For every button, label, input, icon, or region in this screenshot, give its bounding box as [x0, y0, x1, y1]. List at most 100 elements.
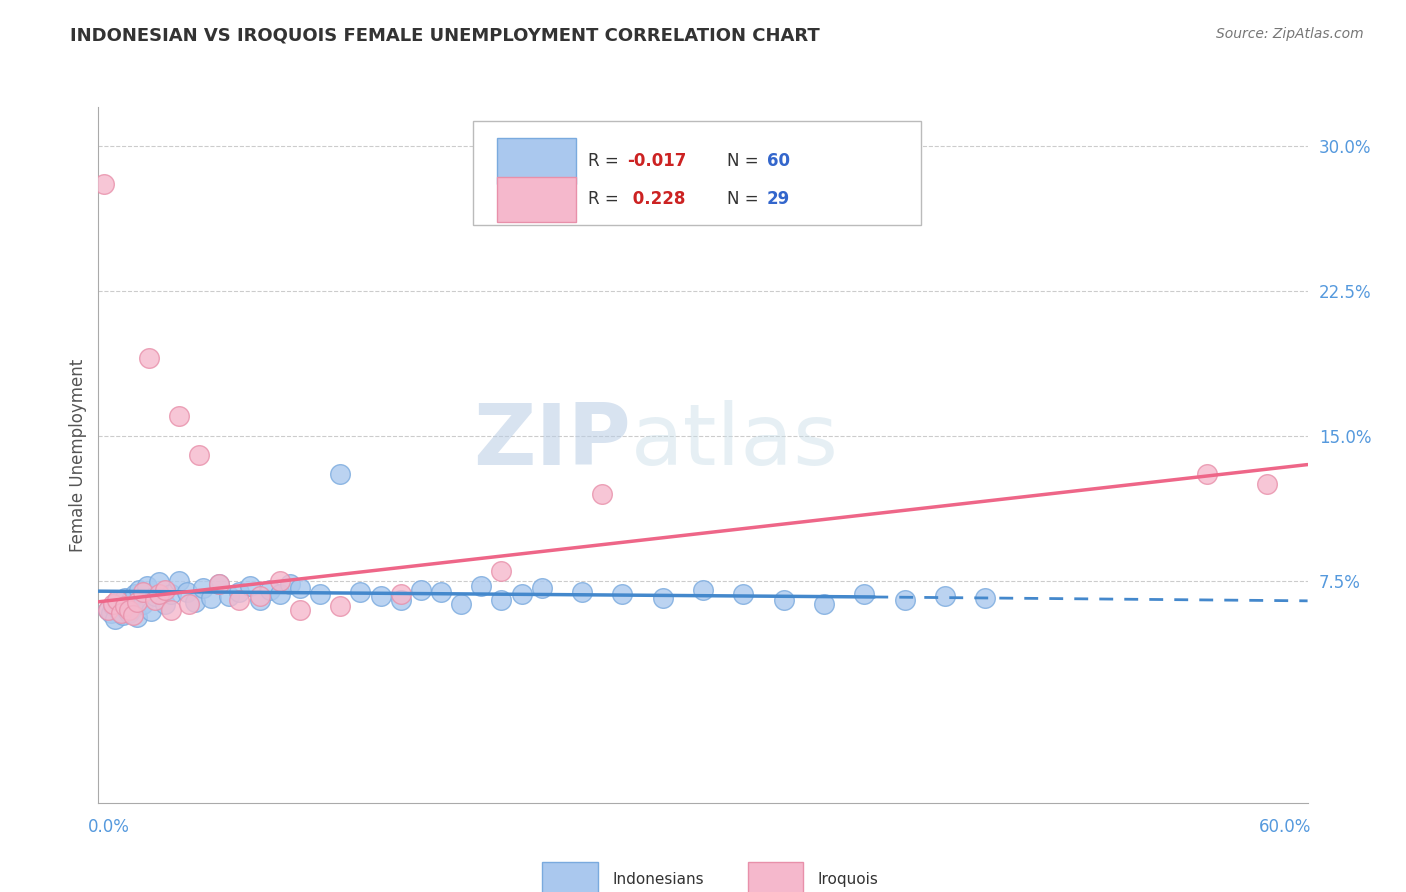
Point — [974, 591, 997, 605]
Point — [135, 579, 157, 593]
Point — [97, 602, 120, 616]
Point — [510, 587, 533, 601]
Point — [125, 610, 148, 624]
Point — [349, 585, 371, 599]
Point — [148, 587, 170, 601]
Text: Indonesians: Indonesians — [612, 871, 704, 887]
Point — [733, 587, 755, 601]
Point — [450, 597, 472, 611]
Point — [934, 589, 956, 603]
Text: atlas: atlas — [630, 400, 838, 483]
Point — [120, 592, 142, 607]
Text: 0.0%: 0.0% — [89, 818, 131, 837]
Point — [893, 592, 915, 607]
Text: Iroquois: Iroquois — [818, 871, 879, 887]
Point — [100, 607, 122, 621]
Point — [651, 591, 673, 605]
Point — [228, 592, 250, 607]
Point — [208, 577, 231, 591]
Point — [93, 178, 115, 192]
Text: R =: R = — [588, 190, 624, 208]
Point — [124, 587, 146, 601]
Point — [208, 577, 231, 591]
Point — [591, 486, 613, 500]
Point — [288, 602, 311, 616]
Point — [118, 602, 141, 616]
Point — [107, 605, 129, 619]
Text: ZIP: ZIP — [472, 400, 630, 483]
FancyBboxPatch shape — [498, 138, 576, 184]
Point — [111, 608, 134, 623]
Point — [491, 592, 513, 607]
Point — [143, 589, 166, 603]
Point — [329, 599, 352, 613]
Text: INDONESIAN VS IROQUOIS FEMALE UNEMPLOYMENT CORRELATION CHART: INDONESIAN VS IROQUOIS FEMALE UNEMPLOYME… — [70, 27, 820, 45]
Point — [218, 589, 240, 603]
Point — [110, 597, 132, 611]
Y-axis label: Female Unemployment: Female Unemployment — [69, 359, 87, 551]
Point — [118, 607, 141, 621]
Point — [389, 587, 412, 601]
Point — [132, 585, 155, 599]
Point — [167, 574, 190, 588]
Point — [612, 587, 634, 601]
Point — [278, 577, 301, 591]
Point — [259, 583, 281, 598]
Point — [1256, 476, 1278, 491]
Point — [121, 600, 143, 615]
Point — [228, 585, 250, 599]
Text: Source: ZipAtlas.com: Source: ZipAtlas.com — [1216, 27, 1364, 41]
Text: 29: 29 — [768, 190, 790, 208]
Point — [143, 592, 166, 607]
Point — [105, 592, 128, 607]
Point — [128, 583, 150, 598]
Point — [138, 351, 160, 366]
Text: N =: N = — [727, 152, 763, 170]
Point — [139, 605, 162, 619]
Point — [249, 589, 271, 603]
Point — [309, 587, 332, 601]
Point — [853, 587, 876, 601]
Point — [269, 574, 291, 588]
Point — [269, 587, 291, 601]
Point — [153, 583, 176, 598]
Point — [430, 585, 453, 599]
Point — [132, 597, 155, 611]
Point — [530, 582, 553, 596]
Point — [114, 591, 136, 605]
FancyBboxPatch shape — [498, 177, 576, 222]
Point — [813, 597, 835, 611]
Point — [101, 599, 124, 613]
Point — [692, 583, 714, 598]
Point — [114, 599, 136, 613]
Point — [772, 592, 794, 607]
Point — [160, 587, 183, 601]
Point — [200, 591, 222, 605]
Point — [1195, 467, 1218, 482]
Point — [167, 409, 190, 424]
Point — [239, 579, 262, 593]
Point — [389, 592, 412, 607]
FancyBboxPatch shape — [474, 121, 921, 226]
Point — [103, 612, 125, 626]
Point — [188, 448, 211, 462]
Point — [125, 595, 148, 609]
Point — [148, 575, 170, 590]
Point — [571, 585, 593, 599]
Point — [97, 602, 120, 616]
FancyBboxPatch shape — [543, 862, 598, 892]
Point — [491, 564, 513, 578]
Point — [470, 579, 492, 593]
Text: 0.228: 0.228 — [627, 190, 685, 208]
Text: N =: N = — [727, 190, 763, 208]
Point — [288, 582, 311, 596]
Point — [370, 589, 392, 603]
Point — [176, 585, 198, 599]
Point — [177, 597, 201, 611]
Point — [153, 597, 176, 611]
Text: 60.0%: 60.0% — [1260, 818, 1312, 837]
Point — [184, 595, 207, 609]
Point — [160, 602, 183, 616]
Point — [193, 582, 215, 596]
Point — [121, 608, 143, 623]
